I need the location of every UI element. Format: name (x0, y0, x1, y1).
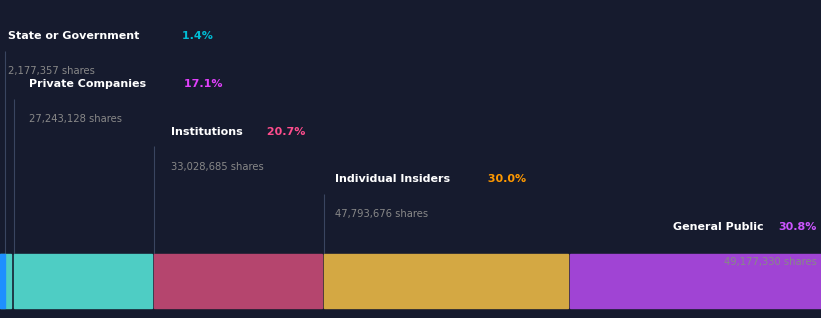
Text: 20.7%: 20.7% (264, 127, 305, 137)
Bar (570, 254, 821, 308)
Bar (0, 254, 11, 308)
Text: State or Government: State or Government (8, 31, 140, 41)
Text: 27,243,128 shares: 27,243,128 shares (29, 114, 122, 124)
Text: 17.1%: 17.1% (180, 79, 222, 89)
Text: 47,793,676 shares: 47,793,676 shares (335, 210, 428, 219)
Text: Individual Insiders: Individual Insiders (335, 175, 450, 184)
Text: 1.4%: 1.4% (177, 31, 213, 41)
Text: 2,177,357 shares: 2,177,357 shares (8, 66, 95, 76)
Bar (154, 254, 322, 308)
Text: 33,028,685 shares: 33,028,685 shares (171, 162, 264, 172)
Text: General Public: General Public (673, 222, 768, 232)
Bar (0, 254, 5, 308)
Text: 49,177,330 shares: 49,177,330 shares (724, 257, 817, 267)
Text: Private Companies: Private Companies (29, 79, 146, 89)
Text: 30.8%: 30.8% (778, 222, 817, 232)
Bar (13, 254, 152, 308)
Text: 30.0%: 30.0% (484, 175, 525, 184)
Bar (324, 254, 568, 308)
Text: Institutions: Institutions (171, 127, 242, 137)
